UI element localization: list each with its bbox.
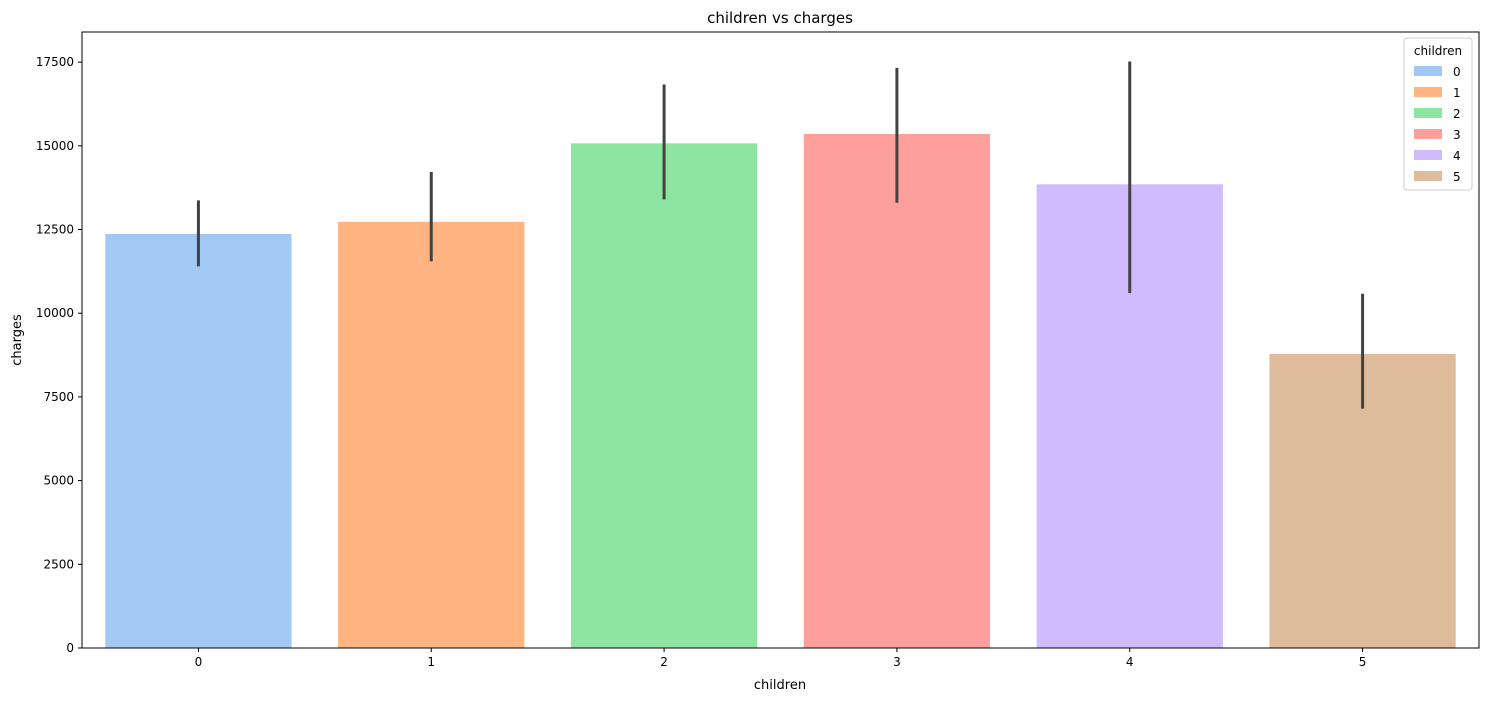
y-tick-label-0: 0 (66, 641, 74, 655)
y-axis-label: charges (10, 314, 25, 366)
y-axis: 0 2500 5000 7500 10000 12500 15000 17500 (36, 55, 82, 655)
y-tick-label-15000: 15000 (36, 139, 74, 153)
bar-1 (338, 221, 525, 648)
legend-label-1: 1 (1453, 86, 1461, 100)
legend-swatch-0 (1414, 66, 1442, 76)
legend: children 0 1 2 3 4 5 (1403, 37, 1473, 191)
x-tick-label-3: 3 (893, 655, 901, 669)
x-tick-label-2: 2 (660, 655, 668, 669)
y-tick-label-7500: 7500 (43, 390, 74, 404)
y-tick-label-17500: 17500 (36, 55, 74, 69)
y-tick-label-5000: 5000 (43, 474, 74, 488)
plot-frame (81, 31, 1480, 649)
legend-swatch-1 (1414, 87, 1442, 97)
chart-title: children vs charges (707, 9, 853, 27)
bar-2 (570, 143, 758, 648)
legend-title: children (1414, 44, 1462, 58)
legend-label-5: 5 (1453, 170, 1461, 184)
error-bars-layer (196, 61, 1365, 409)
x-axis: 0 1 2 3 4 5 (195, 648, 1367, 669)
y-tick-label-2500: 2500 (43, 557, 74, 571)
legend-swatch-2 (1414, 108, 1442, 118)
legend-swatch-5 (1414, 171, 1442, 181)
x-tick-label-5: 5 (1359, 655, 1367, 669)
x-tick-label-0: 0 (195, 655, 203, 669)
y-tick-label-10000: 10000 (36, 306, 74, 320)
legend-swatch-4 (1414, 150, 1442, 160)
legend-label-0: 0 (1453, 65, 1461, 79)
legend-swatch-3 (1414, 129, 1442, 139)
legend-label-4: 4 (1453, 149, 1461, 163)
x-tick-label-4: 4 (1126, 655, 1134, 669)
legend-entries: 0 1 2 3 4 5 (1414, 65, 1461, 184)
legend-label-3: 3 (1453, 128, 1461, 142)
legend-label-2: 2 (1453, 107, 1461, 121)
bars-layer (105, 133, 1456, 649)
bar-3 (803, 133, 991, 649)
x-tick-label-1: 1 (427, 655, 435, 669)
x-axis-label: children (754, 678, 806, 693)
y-tick-label-12500: 12500 (36, 223, 74, 237)
bar-0 (105, 234, 292, 649)
